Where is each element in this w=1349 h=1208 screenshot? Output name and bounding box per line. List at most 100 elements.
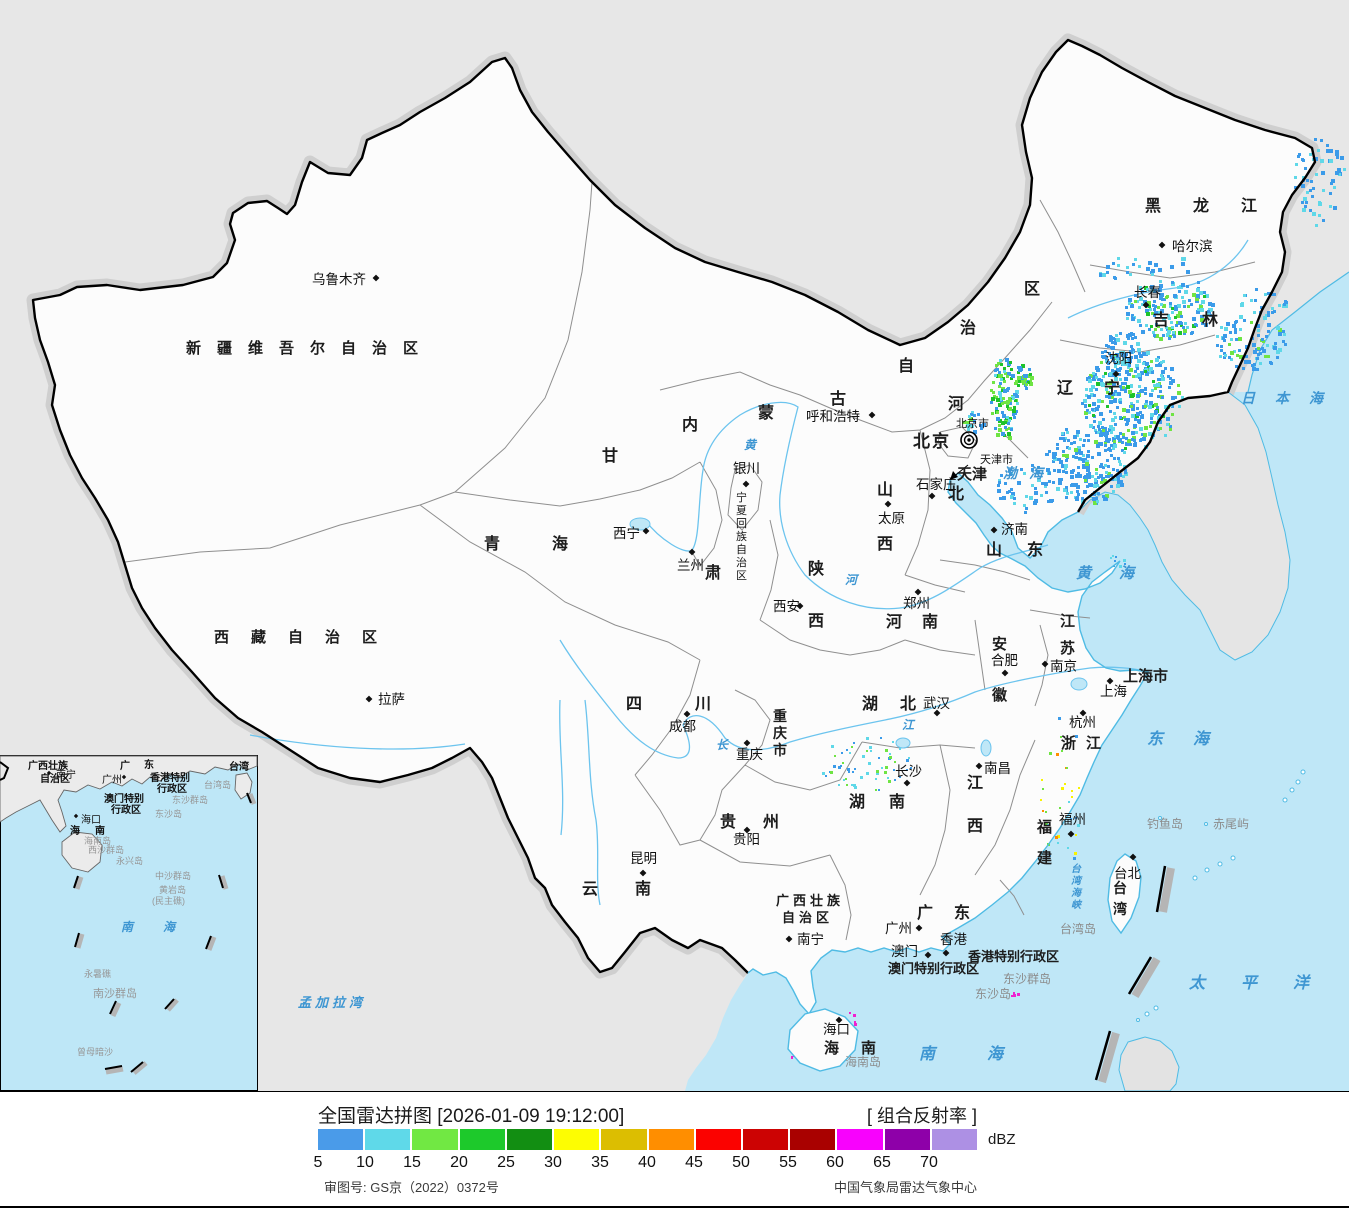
- radar-echo-pixel: [1001, 411, 1004, 414]
- radar-echo-pixel: [1265, 335, 1268, 338]
- radar-echo-pixel: [1228, 343, 1231, 346]
- radar-echo-pixel: [866, 772, 869, 775]
- radar-echo-pixel: [1109, 449, 1112, 452]
- radar-echo-pixel: [1122, 408, 1126, 412]
- radar-echo-pixel: [862, 755, 865, 758]
- radar-echo-pixel: [1125, 370, 1129, 374]
- radar-echo-pixel: [971, 411, 974, 414]
- radar-echo-pixel: [1046, 453, 1049, 456]
- radar-echo-pixel: [1088, 472, 1091, 475]
- radar-echo-pixel: [1088, 411, 1091, 414]
- radar-echo-pixel: [1008, 469, 1011, 472]
- radar-echo-pixel: [1008, 407, 1012, 411]
- radar-echo-pixel: [1127, 366, 1130, 369]
- radar-echo-pixel: [1130, 405, 1133, 408]
- city-label: 西宁: [613, 525, 640, 541]
- radar-echo-pixel: [1126, 317, 1129, 320]
- radar-echo-pixel: [1016, 395, 1019, 398]
- radar-echo-pixel: [1176, 314, 1180, 318]
- radar-echo-pixel: [876, 770, 879, 773]
- radar-echo-pixel: [1160, 328, 1163, 331]
- radar-echo-pixel: [1116, 338, 1120, 342]
- radar-echo-pixel: [1097, 378, 1100, 381]
- radar-echo-pixel: [1137, 319, 1141, 323]
- radar-echo-pixel: [1078, 474, 1082, 478]
- city-marker: [915, 924, 923, 932]
- radar-echo-pixel: [1127, 357, 1130, 360]
- city-marker: [688, 548, 696, 556]
- radar-echo-pixel: [1152, 304, 1155, 307]
- province-label: 新疆维吾尔自治区: [186, 339, 434, 357]
- radar-echo-pixel: [846, 784, 848, 786]
- radar-echo-pixel: [1025, 495, 1028, 498]
- radar-echo-pixel: [1181, 262, 1185, 266]
- radar-echo-pixel: [1113, 412, 1116, 415]
- inset-sea-label: 南: [121, 920, 135, 934]
- radar-echo-pixel: [1093, 420, 1096, 423]
- radar-echo-pixel: [1161, 370, 1164, 373]
- radar-echo-pixel: [1152, 331, 1155, 334]
- province-label: 山西: [877, 481, 893, 553]
- radar-echo-pixel: [1083, 490, 1087, 494]
- legend-tick-25: 25: [497, 1154, 515, 1171]
- radar-echo-pixel: [854, 1023, 857, 1026]
- radar-echo-pixel: [1105, 471, 1108, 474]
- radar-echo-pixel: [1284, 343, 1287, 346]
- inset-island-label: (民主礁): [152, 895, 185, 906]
- radar-echo-pixel: [1195, 297, 1199, 301]
- district-label: 宁夏回族自治区: [736, 490, 747, 582]
- radar-echo-pixel: [1119, 463, 1122, 466]
- radar-echo-pixel: [1123, 559, 1126, 562]
- radar-echo-pixel: [1102, 418, 1105, 421]
- radar-echo-pixel: [1113, 457, 1116, 460]
- radar-echo-pixel: [1101, 351, 1104, 354]
- radar-echo-pixel: [1330, 182, 1333, 185]
- radar-echo-pixel: [1149, 425, 1152, 428]
- radar-echo-pixel: [1110, 485, 1113, 488]
- radar-echo-pixel: [1157, 356, 1160, 359]
- radar-echo-pixel: [880, 737, 882, 739]
- city-label: 台北: [1114, 866, 1142, 881]
- radar-echo-pixel: [1159, 280, 1162, 283]
- radar-echo-pixel: [1042, 788, 1044, 790]
- province-label: 安徽: [991, 635, 1008, 704]
- radar-echo-pixel: [878, 757, 880, 759]
- radar-echo-pixel: [1127, 429, 1130, 432]
- radar-echo-pixel: [1335, 171, 1338, 174]
- radar-echo-pixel: [1253, 311, 1256, 314]
- map-approval-number: 审图号: GS京（2022）0372号: [324, 1180, 499, 1195]
- radar-echo-pixel: [1011, 492, 1015, 496]
- radar-echo-pixel: [1121, 382, 1124, 385]
- radar-echo-pixel: [1010, 488, 1013, 491]
- island-label: 台湾岛: [1060, 921, 1096, 936]
- radar-echo-pixel: [875, 778, 877, 780]
- radar-echo-pixel: [1282, 330, 1285, 333]
- province-label: 江西: [967, 774, 983, 835]
- radar-echo-pixel: [1148, 328, 1151, 331]
- radar-echo-pixel: [1168, 337, 1171, 340]
- radar-echo-pixel: [1013, 502, 1016, 505]
- radar-echo-pixel: [1267, 292, 1270, 295]
- radar-echo-pixel: [1101, 426, 1104, 429]
- radar-echo-pixel: [1059, 460, 1063, 464]
- radar-echo-pixel: [1138, 352, 1141, 355]
- city-label: 重庆: [736, 747, 763, 762]
- radar-echo-pixel: [893, 769, 895, 771]
- radar-echo-pixel: [1222, 337, 1225, 340]
- radar-echo-pixel: [1156, 383, 1160, 387]
- radar-echo-pixel: [1154, 403, 1158, 407]
- radar-echo-pixel: [990, 401, 993, 404]
- province-label: 西藏自治区: [214, 628, 399, 646]
- radar-echo-pixel: [1297, 155, 1300, 158]
- radar-echo-pixel: [1076, 430, 1080, 434]
- radar-echo-pixel: [1276, 326, 1280, 330]
- radar-echo-pixel: [1083, 439, 1086, 442]
- radar-echo-pixel: [1124, 469, 1127, 472]
- radar-echo-pixel: [1174, 316, 1177, 319]
- lakes: [629, 517, 1088, 757]
- radar-echo-pixel: [1045, 822, 1048, 825]
- radar-echo-pixel: [1046, 468, 1050, 472]
- radar-echo-pixel: [1256, 368, 1259, 371]
- capital-marker: [960, 431, 978, 449]
- radar-echo-pixel: [1137, 373, 1141, 377]
